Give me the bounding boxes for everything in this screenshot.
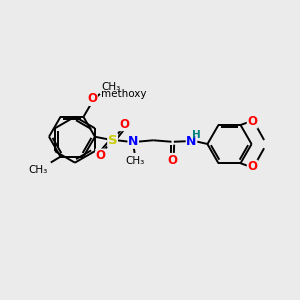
- Text: H: H: [192, 130, 200, 140]
- Text: O: O: [119, 118, 129, 130]
- Text: O: O: [167, 154, 177, 166]
- Text: CH₃: CH₃: [101, 82, 121, 92]
- Text: N: N: [186, 135, 197, 148]
- Text: N: N: [128, 135, 138, 148]
- Text: S: S: [108, 134, 117, 147]
- Text: O: O: [247, 115, 257, 128]
- Text: CH₃: CH₃: [125, 157, 144, 166]
- Text: O: O: [87, 92, 97, 105]
- Text: methoxy: methoxy: [100, 89, 146, 99]
- Text: O: O: [247, 160, 257, 173]
- Text: CH₃: CH₃: [28, 166, 48, 176]
- Text: O: O: [96, 149, 106, 162]
